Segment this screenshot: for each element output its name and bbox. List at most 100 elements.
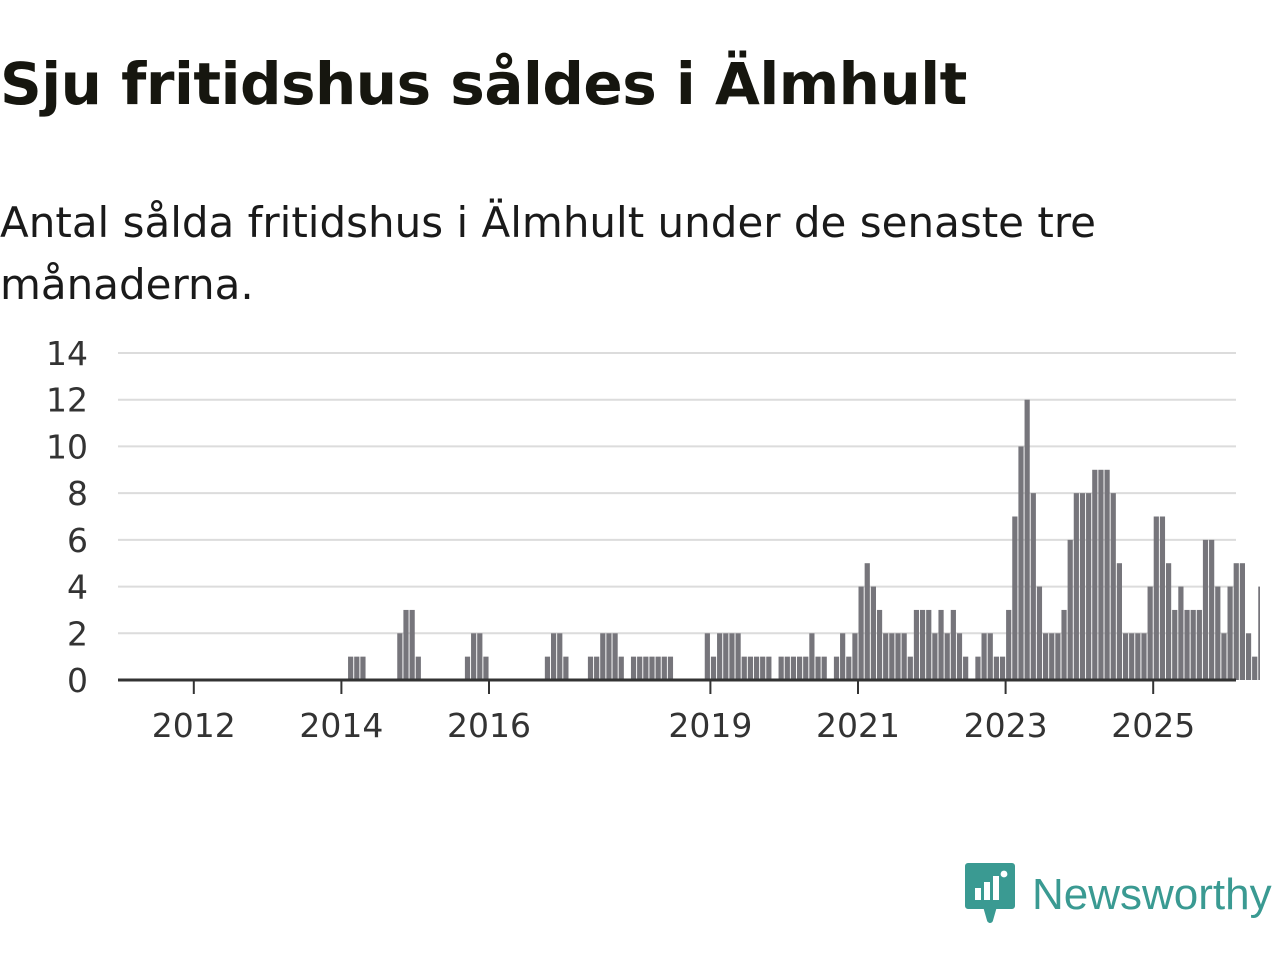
- bar: [938, 609, 944, 680]
- bar: [1104, 469, 1110, 680]
- bar: [1190, 609, 1196, 680]
- bar: [815, 656, 821, 680]
- bar: [360, 656, 366, 680]
- bar: [1061, 609, 1067, 680]
- bar: [1221, 633, 1227, 680]
- bar: [950, 609, 956, 680]
- bar: [557, 633, 563, 680]
- bar: [944, 633, 950, 680]
- bar: [821, 656, 827, 680]
- bar: [876, 609, 883, 680]
- bar: [723, 633, 729, 680]
- bar: [1153, 516, 1159, 680]
- y-tick-label: 10: [46, 427, 88, 466]
- bar: [1043, 633, 1049, 680]
- bar: [606, 633, 612, 680]
- bar: [1159, 516, 1166, 680]
- bar: [1110, 493, 1116, 680]
- y-tick-label: 14: [46, 334, 88, 373]
- bar: [587, 656, 594, 680]
- bar: [840, 633, 846, 680]
- bar: [544, 656, 551, 680]
- chart-title: Sju fritidshus såldes i Älmhult: [0, 50, 967, 118]
- bar: [1073, 493, 1079, 680]
- bar: [1209, 539, 1215, 680]
- bar: [932, 633, 938, 680]
- bar: [710, 656, 717, 680]
- bar: [1098, 469, 1104, 680]
- bar: [1258, 586, 1260, 680]
- bar: [870, 586, 876, 680]
- bar: [643, 656, 649, 680]
- bar: [354, 656, 360, 680]
- bar: [999, 656, 1006, 680]
- x-tick-label: 2023: [964, 706, 1048, 745]
- bar: [600, 633, 606, 680]
- bar: [784, 656, 790, 680]
- bar: [1245, 633, 1252, 680]
- bar: [1055, 633, 1061, 680]
- x-tick-label: 2025: [1111, 706, 1195, 745]
- bar: [471, 633, 477, 680]
- bar: [1233, 563, 1239, 680]
- bar: [1006, 609, 1012, 680]
- bar: [1030, 493, 1036, 680]
- bar: [778, 656, 784, 680]
- bar: [1018, 446, 1024, 680]
- bar: [1172, 609, 1178, 680]
- bar: [864, 563, 870, 680]
- x-tick-label: 2016: [447, 706, 531, 745]
- bar: [397, 633, 403, 680]
- bar: [883, 633, 889, 680]
- bar: [1196, 609, 1202, 680]
- bar: [1012, 516, 1018, 680]
- bar: [753, 656, 760, 680]
- bar: [766, 656, 772, 680]
- bar: [797, 656, 803, 680]
- bar: [1024, 399, 1030, 680]
- bar: [1086, 493, 1092, 680]
- bar: [926, 609, 932, 680]
- bar: [717, 633, 723, 680]
- bar: [1067, 539, 1073, 680]
- bar: [1135, 633, 1141, 680]
- bar: [846, 656, 852, 680]
- y-tick-label: 2: [67, 614, 88, 653]
- bar: [735, 633, 741, 680]
- x-tick-label: 2012: [152, 706, 236, 745]
- bar-chart: 0246810121420122014201620192021202320257: [46, 334, 1260, 745]
- bar: [975, 656, 981, 680]
- bar: [1141, 633, 1147, 680]
- y-tick-label: 12: [46, 381, 88, 420]
- x-tick-label: 2021: [816, 706, 900, 745]
- bar: [1202, 539, 1209, 680]
- bar: [1227, 586, 1233, 680]
- x-tick-label: 2019: [668, 706, 752, 745]
- bar: [981, 633, 987, 680]
- bar: [920, 609, 926, 680]
- bar: [993, 656, 999, 680]
- bar: [833, 656, 840, 680]
- bar: [741, 656, 747, 680]
- bar: [348, 656, 354, 680]
- bar: [551, 633, 557, 680]
- y-tick-label: 8: [67, 474, 88, 513]
- bar: [852, 633, 858, 680]
- bar: [637, 656, 643, 680]
- bar: [907, 656, 913, 680]
- bar: [760, 656, 766, 680]
- bar: [889, 633, 895, 680]
- newsworthy-logo: Newsworthy: [964, 862, 1272, 928]
- bar: [895, 633, 901, 680]
- bar: [1079, 493, 1086, 680]
- bar: [1178, 586, 1184, 680]
- bar: [649, 656, 655, 680]
- bar: [987, 633, 993, 680]
- bar: [704, 633, 710, 680]
- bar: [1036, 586, 1043, 680]
- brand-name: Newsworthy: [1032, 870, 1272, 919]
- bar: [747, 656, 753, 680]
- bar: [1122, 633, 1129, 680]
- bar: [655, 656, 661, 680]
- bar: [415, 656, 421, 680]
